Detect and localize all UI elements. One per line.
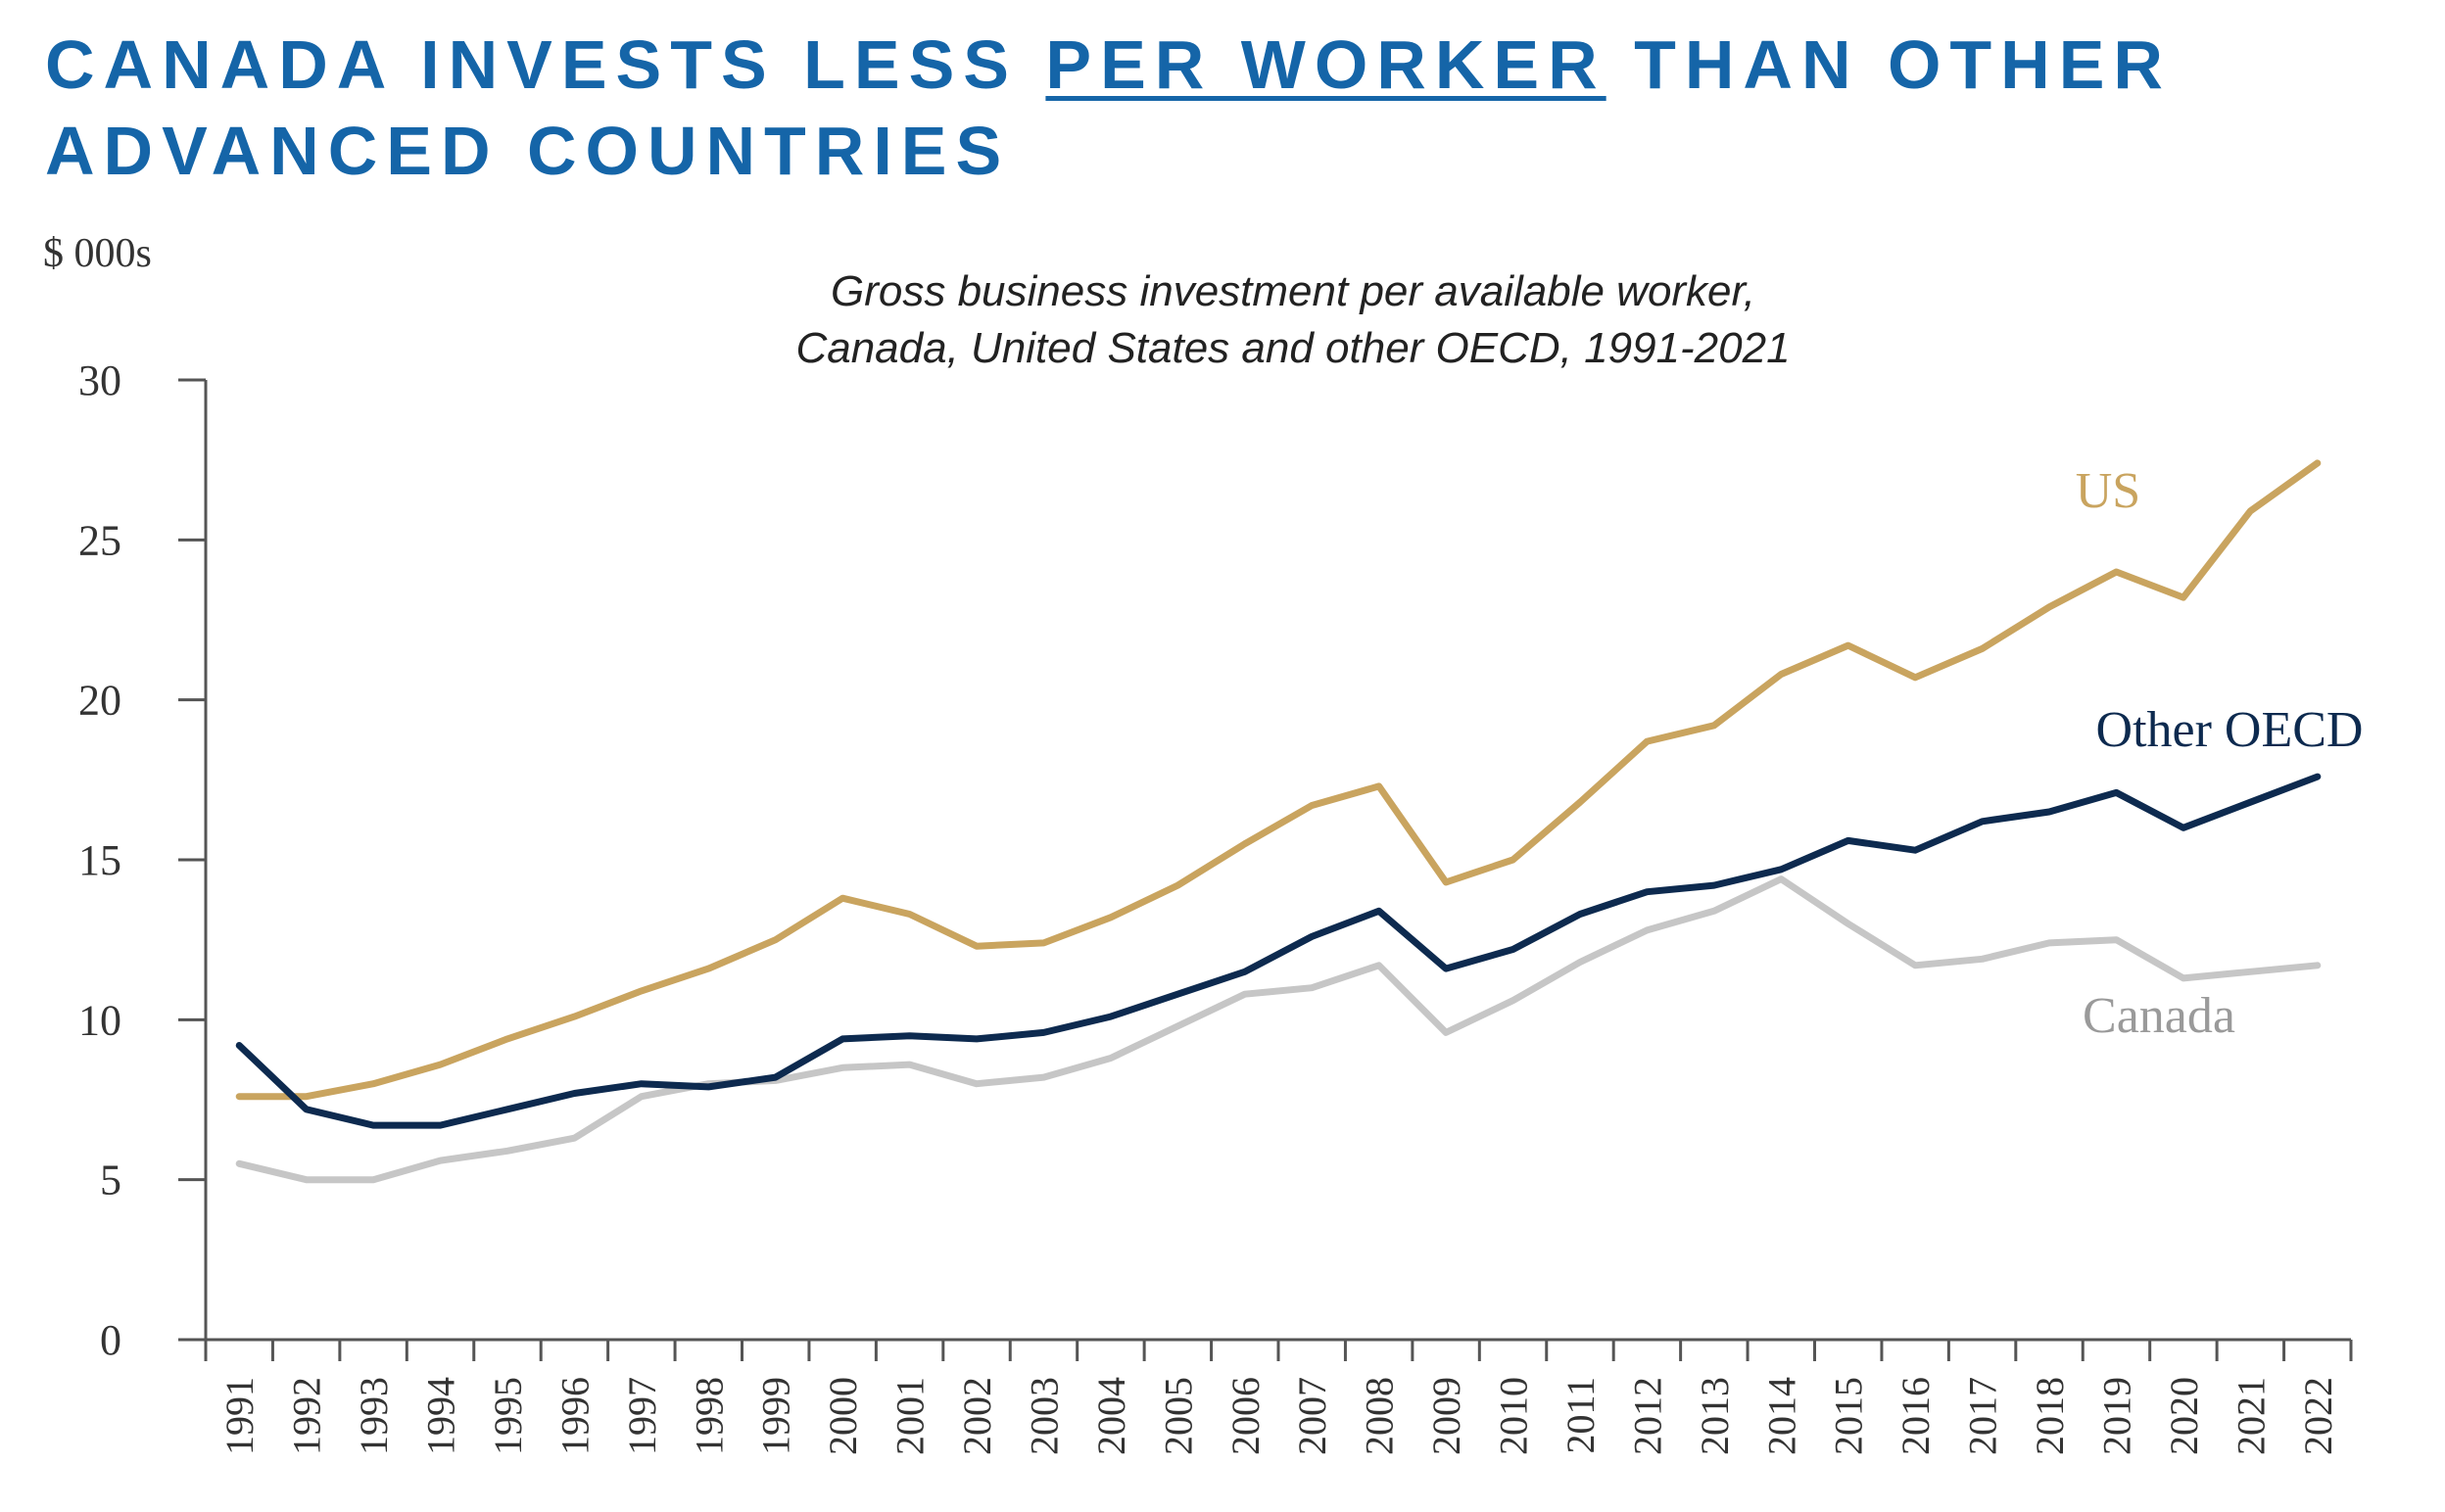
x-tick-label: 2011 [1558,1377,1603,1454]
x-tick-label: 2007 [1290,1377,1334,1455]
x-tick-label: 2013 [1693,1377,1737,1455]
x-tick-label: 1992 [285,1377,329,1455]
x-tick-label: 1991 [217,1377,262,1455]
y-tick-label: 15 [78,836,121,884]
y-tick-label: 0 [100,1316,121,1364]
y-axis-label: $ 000s [43,231,152,276]
x-tick-label: 2014 [1759,1377,1803,1455]
x-tick-label: 2016 [1894,1377,1938,1455]
series-label-other-oecd: Other OECD [2096,702,2364,758]
headline-part1: CANADA INVESTS LESS [45,26,1046,103]
x-tick-label: 2004 [1089,1377,1133,1455]
y-tick-label: 20 [78,677,121,725]
x-tick-label: 1993 [352,1377,396,1455]
x-tick-label: 2000 [821,1377,865,1455]
headline-emphasis: PER WORKER [1045,26,1606,103]
x-tick-label: 2009 [1424,1377,1468,1455]
y-tick-label: 5 [100,1157,121,1205]
x-tick-label: 1994 [419,1377,463,1455]
x-tick-label: 2017 [1961,1377,2005,1455]
x-tick-label: 2015 [1827,1377,1871,1455]
chart-lines [235,459,2322,1184]
x-tick-label: 2002 [955,1377,999,1455]
x-tick-label: 2005 [1156,1377,1200,1455]
x-tick-label: 1996 [552,1377,597,1455]
x-tick-label: 2020 [2162,1377,2206,1455]
series-line-canada [235,875,2322,1184]
x-tick-label: 2018 [2028,1377,2072,1455]
x-tick-label: 1999 [754,1377,798,1455]
x-tick-label: 2003 [1022,1377,1066,1455]
x-tick-label: 2001 [888,1377,933,1455]
series-label-us: US [2076,463,2140,519]
series-label-canada: Canada [2083,988,2235,1044]
chart-subtitle: Canada, United States and other OECD, 19… [795,324,1790,372]
page-headline: CANADA INVESTS LESS PER WORKER THAN OTHE… [45,22,2416,194]
series-labels: US Other OECD Canada [2076,463,2364,1044]
y-tick-label: 30 [78,356,121,404]
x-tick-label: 2006 [1223,1377,1268,1455]
y-tick-label: 10 [78,996,121,1044]
x-tick-label: 2008 [1358,1377,1402,1455]
x-tick-label: 2022 [2296,1377,2340,1455]
headline-part2: THAN OTHER ADVANCED COUNTRIES [45,26,2172,189]
x-tick-label: 2010 [1492,1377,1536,1455]
x-tick-label: 2012 [1625,1377,1669,1455]
chart-axes: 0 5 10 15 20 25 30 1991 1992 1993 1994 1995 1996 1997… [78,356,2353,1455]
x-tick-label: 1995 [486,1377,530,1455]
x-tick-label: 2021 [2229,1377,2273,1455]
x-tick-label: 1997 [620,1377,664,1455]
series-line-other-oecd [235,773,2322,1129]
x-tick-label: 1998 [687,1377,731,1455]
chart-title: Gross business investment per available … [831,267,1755,315]
y-tick-label: 25 [78,516,121,564]
x-tick-label: 2019 [2094,1377,2138,1455]
series-line-us [235,459,2322,1101]
